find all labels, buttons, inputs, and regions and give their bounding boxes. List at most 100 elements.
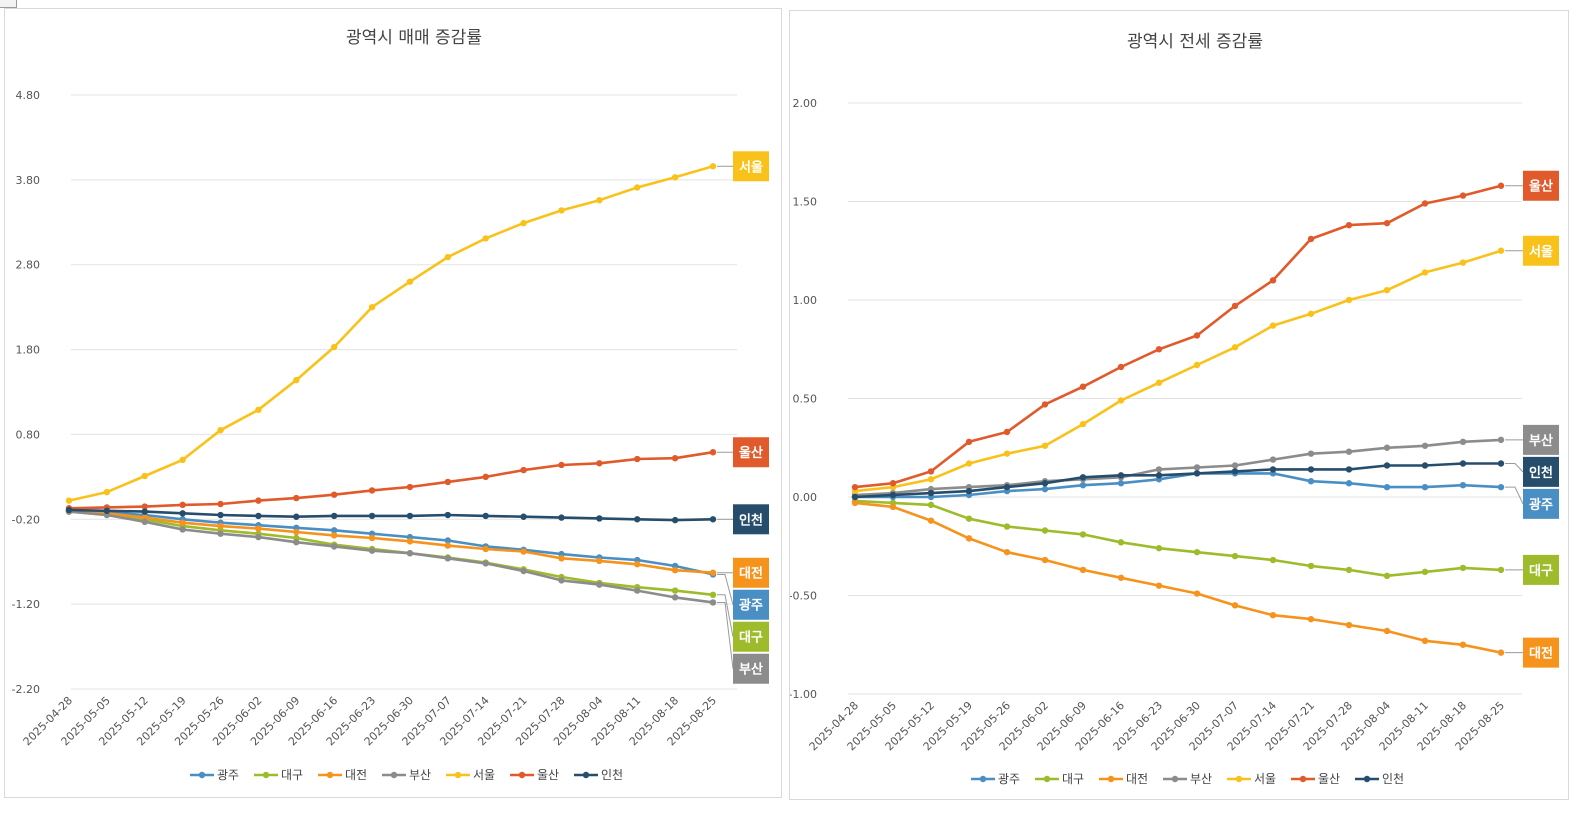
legend-marker [390, 771, 398, 779]
data-point [1079, 420, 1087, 428]
data-point [634, 516, 641, 523]
data-point [255, 512, 262, 520]
legend-label: 울산 [1318, 772, 1340, 786]
legend-marker [1171, 775, 1179, 783]
legend-item[interactable]: 광주 [971, 772, 1020, 786]
end-label: 인천 [739, 512, 763, 528]
legend-item[interactable]: 울산 [1291, 772, 1340, 786]
data-point [444, 478, 452, 486]
data-point [520, 548, 527, 555]
data-point [709, 163, 717, 170]
data-point [1307, 478, 1315, 485]
data-point [444, 511, 452, 519]
legend-item[interactable]: 광주 [190, 768, 239, 782]
data-point [596, 515, 603, 522]
data-point [1117, 574, 1125, 581]
data-point [965, 515, 973, 522]
legend-item[interactable]: 부산 [382, 768, 431, 782]
legend-item[interactable]: 인천 [574, 767, 623, 782]
end-label-box [1523, 424, 1559, 455]
legend-item[interactable]: 대구 [254, 768, 303, 782]
legend-item[interactable]: 대전 [318, 768, 367, 782]
label-leader-line [1505, 463, 1524, 473]
data-point [1155, 466, 1163, 473]
data-point [1459, 192, 1467, 199]
data-point [889, 491, 897, 499]
end-label: 대전 [739, 566, 763, 582]
data-point [1497, 460, 1505, 467]
data-point [1231, 602, 1239, 609]
end-label-box [733, 621, 769, 652]
data-point [1193, 332, 1201, 339]
legend-item[interactable]: 대구 [1035, 772, 1084, 786]
end-label-box [1523, 235, 1559, 266]
data-point [1497, 436, 1505, 444]
data-point [1459, 460, 1467, 467]
data-point [1155, 472, 1163, 479]
data-point [368, 534, 376, 542]
data-point [520, 219, 527, 227]
data-point [1041, 556, 1049, 564]
legend-marker [1363, 775, 1371, 783]
data-point [103, 488, 111, 496]
data-point [709, 516, 717, 523]
legend-marker [454, 771, 462, 779]
legend-item[interactable]: 울산 [510, 768, 559, 782]
y-tick-label: 0.00 [793, 491, 818, 504]
end-label: 대구 [1529, 564, 1553, 579]
y-tick-label: 2.80 [16, 259, 41, 272]
data-point [851, 493, 859, 501]
legend-item[interactable]: 대전 [1099, 772, 1148, 786]
data-point [1079, 531, 1087, 538]
legend-label: 부산 [1190, 772, 1212, 786]
sale-change-chart-panel: 광역시 매매 증감률 4.80 3.80 2.80 1.80 0.80 -0.20 -1.20… [4, 8, 782, 798]
data-point [330, 532, 338, 539]
data-point [65, 506, 73, 514]
end-label: 울산 [1529, 179, 1553, 195]
data-point [520, 567, 527, 575]
legend-item[interactable]: 인천 [1355, 771, 1404, 786]
end-label-box [733, 437, 769, 468]
data-point [1117, 480, 1125, 487]
end-label-box [1523, 170, 1559, 201]
series-line-6 [68, 508, 714, 522]
end-label-box [1523, 456, 1559, 487]
legend-label: 대전 [1126, 772, 1148, 786]
data-point [103, 507, 111, 514]
end-label: 부산 [1529, 433, 1553, 449]
data-point [1497, 247, 1505, 254]
data-point [368, 487, 376, 494]
data-point [1193, 361, 1201, 369]
end-label-box [733, 151, 769, 182]
corner-tab [0, 0, 17, 8]
data-point [1193, 470, 1201, 477]
data-point [671, 454, 679, 462]
data-point [1269, 277, 1277, 284]
data-point [65, 497, 73, 504]
legend-item[interactable]: 부산 [1163, 772, 1212, 786]
legend-label: 대구 [1062, 772, 1084, 786]
series-line-4 [854, 249, 1502, 493]
legend-marker [1299, 775, 1307, 783]
label-leader-line [1505, 486, 1524, 505]
data-point [444, 555, 452, 562]
data-point [217, 511, 224, 519]
data-point [634, 561, 641, 568]
end-label-box [733, 589, 769, 620]
y-tick-label: 1.50 [793, 196, 818, 209]
data-point [1421, 637, 1429, 645]
legend-item[interactable]: 서울 [446, 768, 495, 782]
label-leader-line [717, 594, 734, 637]
data-point [217, 522, 224, 530]
data-point [141, 518, 148, 526]
data-point [482, 560, 489, 567]
data-point [1269, 556, 1277, 564]
data-point [179, 456, 186, 464]
data-point [558, 461, 565, 469]
data-point [1231, 462, 1239, 469]
data-point [179, 501, 186, 509]
data-point [330, 512, 338, 520]
data-point [1079, 481, 1087, 489]
legend-item[interactable]: 서울 [1227, 772, 1276, 786]
data-point [927, 489, 935, 497]
